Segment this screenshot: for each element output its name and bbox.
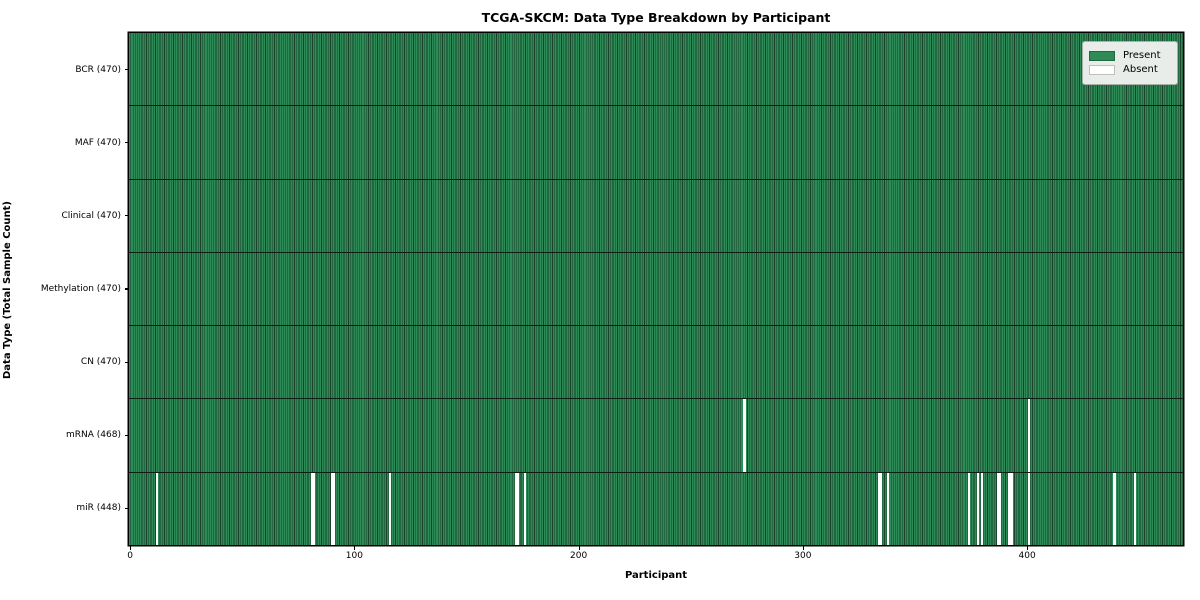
x-tick-mark	[1027, 546, 1029, 550]
absent-cell	[312, 472, 316, 545]
absent-cell	[333, 472, 336, 545]
y-tick-mark	[124, 507, 129, 509]
absent-cell	[523, 472, 526, 545]
x-tick-mark	[130, 546, 132, 550]
x-tick-label: 400	[1018, 551, 1036, 561]
y-tick-label: BCR (470)	[75, 64, 121, 75]
heatmap-row-mir	[129, 472, 1183, 545]
absent-cell	[516, 472, 520, 545]
absent-cell	[1133, 472, 1136, 545]
absent-cell	[1028, 399, 1031, 472]
absent-cell	[981, 472, 984, 545]
absent-cell	[1008, 472, 1011, 545]
legend-item-absent: Absent	[1089, 65, 1171, 75]
x-tick-mark	[802, 546, 804, 550]
y-tick-label: CN (470)	[80, 357, 121, 368]
x-tick-mark	[354, 546, 356, 550]
x-tick-mark	[578, 546, 580, 550]
y-tick-label: miR (448)	[76, 503, 121, 514]
y-tick-label: MAF (470)	[74, 137, 121, 148]
legend: Present Absent	[1082, 41, 1178, 85]
y-tick-mark	[124, 142, 129, 144]
y-tick-label: mRNA (468)	[66, 430, 121, 441]
absent-cell	[976, 472, 979, 545]
y-tick-mark	[124, 69, 129, 71]
heatmap-row-maf	[129, 106, 1183, 180]
absent-cell	[1028, 472, 1031, 545]
x-axis-label: Participant	[624, 570, 688, 581]
x-tick-label: 300	[794, 551, 812, 561]
absent-cell	[389, 472, 392, 545]
y-tick-label: Clinical (470)	[61, 210, 121, 221]
y-tick-mark	[124, 434, 129, 436]
absent-cell	[1010, 472, 1013, 545]
absent-cell	[155, 472, 159, 545]
absent-cell	[996, 472, 1000, 545]
absent-cell	[967, 472, 970, 545]
y-tick-mark	[124, 361, 129, 363]
heatmap-row-mrna	[129, 399, 1183, 473]
absent-cell	[880, 472, 883, 545]
x-axis: 0 100 200 300 400	[127, 546, 1183, 570]
y-tick-label: Methylation (470)	[40, 284, 121, 294]
absent-swatch-icon	[1089, 65, 1115, 75]
legend-item-present: Present	[1089, 51, 1171, 61]
heatmap-row-methylation	[129, 252, 1183, 327]
legend-label-present: Present	[1123, 50, 1161, 61]
y-tick-mark	[124, 215, 129, 217]
absent-cell	[514, 472, 517, 545]
legend-label-absent: Absent	[1123, 64, 1158, 75]
plot-area	[129, 33, 1183, 545]
absent-cell	[330, 472, 334, 545]
x-tick-label: 0	[127, 551, 133, 561]
x-tick-label: 200	[570, 551, 588, 561]
y-tick-mark	[124, 288, 129, 290]
heatmap-row-bcr	[129, 33, 1183, 107]
absent-cell	[743, 399, 746, 472]
present-swatch-icon	[1089, 51, 1115, 61]
y-axis: BCR (470) MAF (470) Clinical (470) Methylat…	[0, 33, 129, 545]
x-tick-label: 100	[345, 551, 363, 561]
absent-cell	[999, 472, 1002, 545]
heatmap-row-clinical	[129, 179, 1183, 253]
heatmap-row-cn	[129, 326, 1183, 400]
absent-cell	[1113, 472, 1116, 545]
absent-cell	[886, 472, 890, 545]
absent-cell	[310, 472, 313, 545]
absent-cell	[878, 472, 881, 545]
chart-title: TCGA-SKCM: Data Type Breakdown by Partic…	[481, 10, 831, 25]
